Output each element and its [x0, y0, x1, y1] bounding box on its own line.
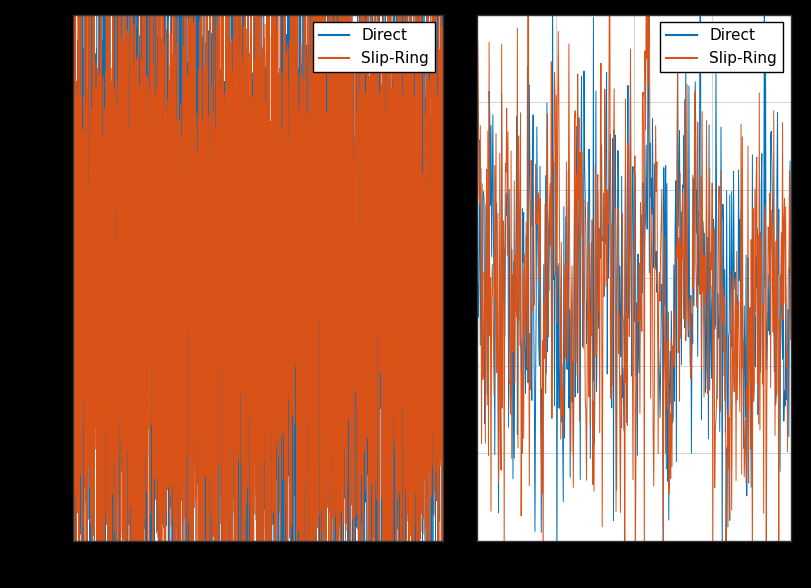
Legend: Direct, Slip-Ring: Direct, Slip-Ring [660, 22, 783, 72]
Legend: Direct, Slip-Ring: Direct, Slip-Ring [312, 22, 436, 72]
